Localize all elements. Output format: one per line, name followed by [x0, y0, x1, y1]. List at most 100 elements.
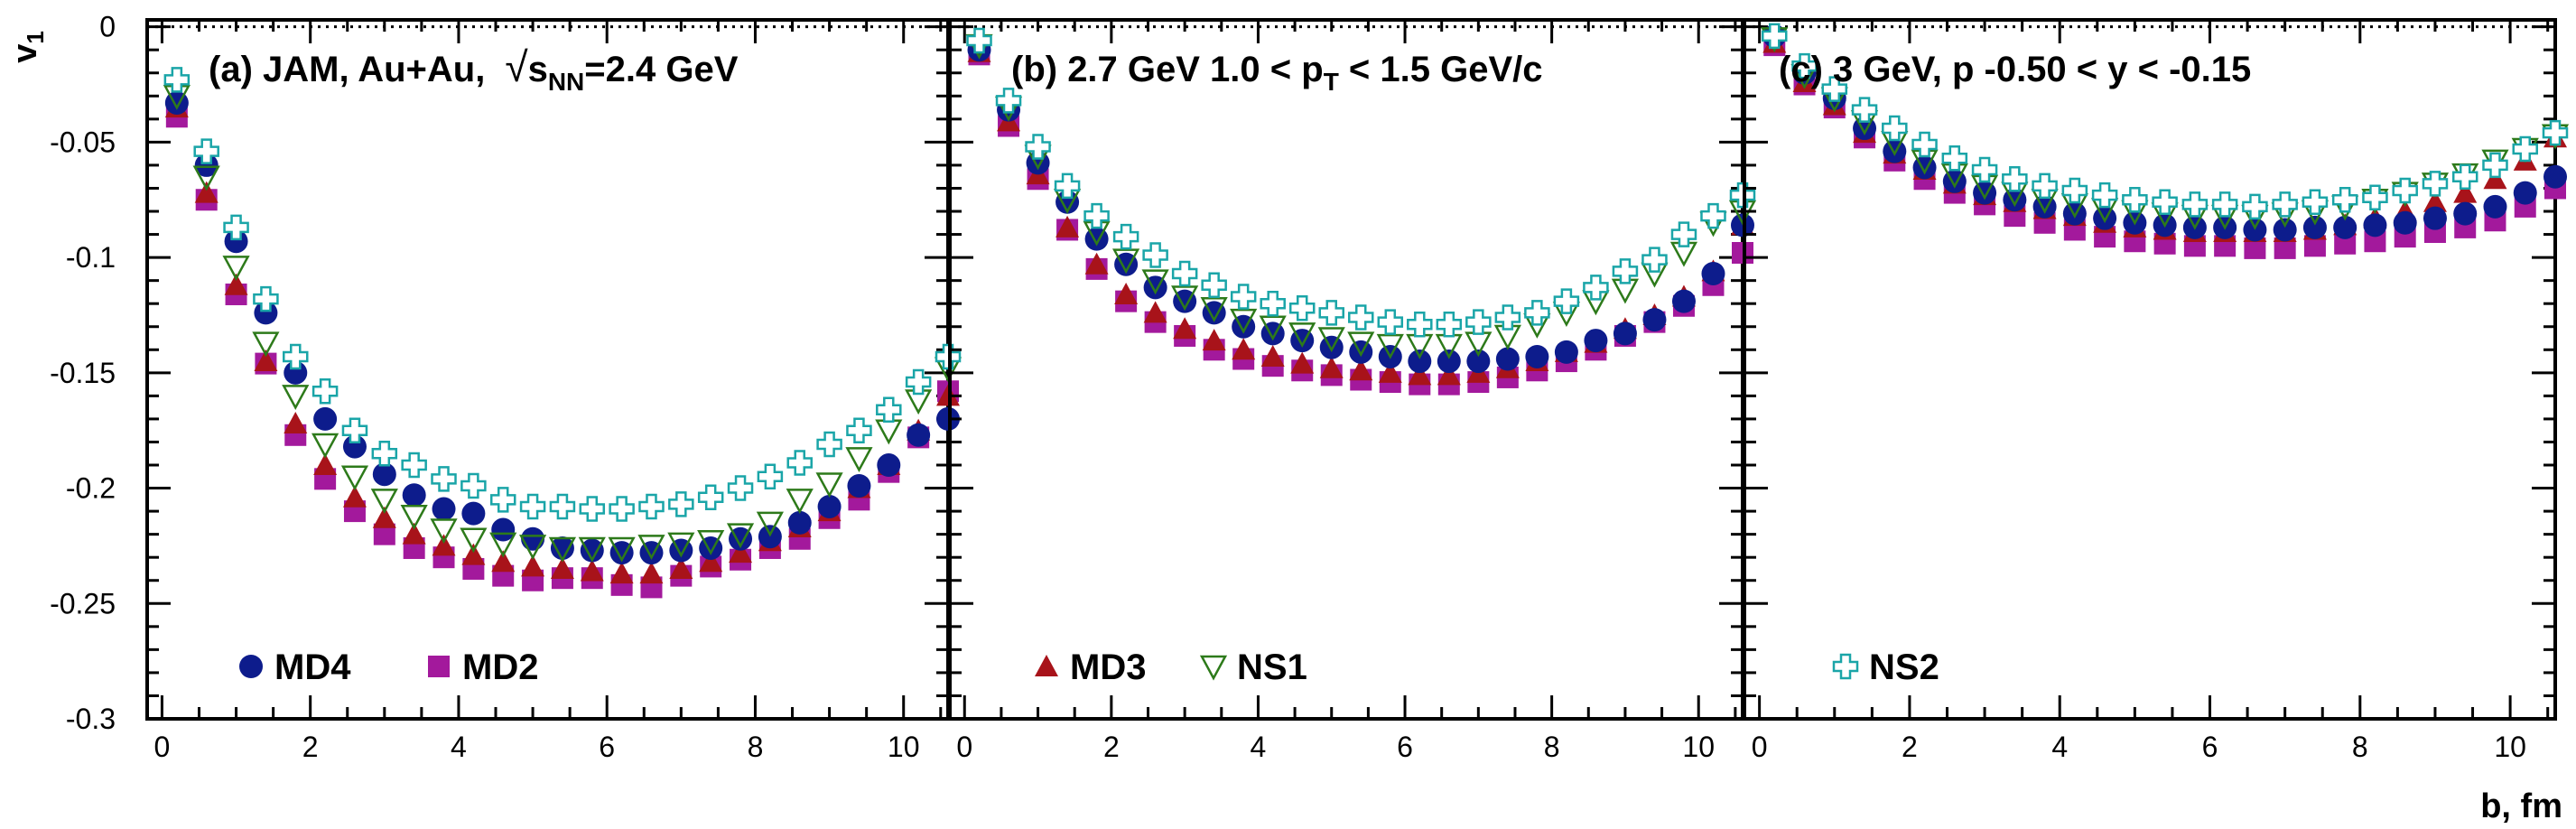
data-point-ns1 — [815, 472, 843, 498]
data-point-md4 — [2453, 201, 2478, 226]
data-point-ns1 — [786, 489, 814, 514]
series-ns2 — [1762, 23, 2569, 220]
data-point-md4 — [847, 474, 871, 498]
data-point-ns2 — [371, 440, 398, 467]
panel-title: (b) 2.7 GeV 1.0 < pT < 1.5 GeV/c — [1011, 50, 1543, 96]
data-point-md3 — [580, 559, 604, 582]
x-tick-label: 8 — [1544, 731, 1560, 763]
legend-label-md2: MD2 — [462, 647, 538, 687]
data-point-md3 — [1260, 344, 1285, 367]
data-point-ns2 — [846, 417, 872, 443]
y-tick-label: -0.1 — [66, 241, 116, 274]
data-point-ns2 — [2272, 191, 2298, 218]
data-point-ns2 — [163, 67, 191, 93]
data-point-ns2 — [1377, 309, 1404, 335]
data-point-md3 — [1290, 351, 1315, 374]
data-point-ns2 — [727, 475, 754, 501]
data-point-ns1 — [667, 532, 695, 558]
data-point-ns1 — [400, 504, 428, 530]
data-point-ns1 — [1141, 269, 1169, 295]
x-tick-label: 8 — [748, 731, 764, 763]
data-point-md4 — [2483, 194, 2507, 219]
data-point-md4 — [313, 406, 338, 431]
x-axis-title: b, fm — [2480, 787, 2562, 825]
panel-c: 0 2 4 6 8 10 (c) 3 GeV, p -0.50 < y < -0.15 NS2 — [1743, 18, 2570, 763]
data-point-ns2 — [609, 496, 635, 522]
data-point-ns2 — [2002, 166, 2028, 192]
data-point-ns2 — [401, 452, 427, 479]
data-point-ns2 — [519, 493, 546, 520]
data-point-ns2 — [1762, 23, 1788, 50]
data-point-md3 — [1408, 363, 1432, 386]
data-point-md4 — [2093, 206, 2117, 230]
data-point-ns2 — [1941, 145, 1968, 172]
data-point-ns1 — [1317, 327, 1345, 353]
data-point-md4 — [1554, 340, 1578, 364]
x-tick-label: 10 — [2494, 731, 2526, 763]
legend: NS2 — [1832, 647, 1939, 687]
data-point-md3 — [194, 181, 219, 203]
data-point-ns2 — [431, 466, 457, 492]
data-point-ns2 — [2512, 135, 2538, 163]
x-tick-label: 10 — [1682, 731, 1715, 763]
data-point-md3 — [491, 550, 516, 573]
data-point-md4 — [2333, 215, 2357, 239]
data-point-ns2 — [2091, 182, 2118, 209]
data-point-md4 — [2423, 206, 2447, 230]
data-point-md4 — [1613, 321, 1637, 346]
data-point-ns2 — [549, 493, 576, 520]
data-point-md3 — [313, 453, 338, 476]
legend-marker-md3 — [1035, 655, 1058, 676]
data-point-md3 — [402, 522, 426, 545]
data-point-md3 — [461, 543, 486, 565]
data-point-md3 — [1143, 301, 1167, 323]
data-point-ns2 — [1553, 288, 1580, 314]
data-point-md4 — [521, 526, 545, 551]
data-point-ns2 — [1641, 247, 1668, 273]
data-point-md3 — [521, 554, 545, 577]
data-point-ns2 — [253, 285, 279, 312]
legend-item-ns2: NS2 — [1832, 647, 1939, 687]
data-point-md4 — [580, 538, 604, 563]
x-tick-label: 4 — [1251, 731, 1267, 763]
data-point-ns2 — [283, 343, 309, 370]
data-point-ns2 — [1025, 134, 1051, 160]
data-point-ns1 — [1200, 297, 1228, 322]
data-point-ns2 — [905, 368, 932, 396]
data-point-ns2 — [2302, 189, 2329, 216]
data-point-ns2 — [876, 396, 902, 423]
y-tick-label: 0 — [99, 11, 116, 43]
data-point-ns2 — [341, 417, 368, 443]
data-point-ns1 — [697, 530, 725, 555]
data-point-ns1 — [1259, 315, 1287, 341]
data-point-md4 — [1437, 349, 1461, 374]
data-point-ns1 — [608, 536, 636, 563]
data-point-md3 — [224, 273, 248, 295]
data-point-md4 — [2273, 218, 2297, 242]
legend-marker-ns2 — [1832, 653, 1859, 680]
legend-item-ns1: NS1 — [1199, 647, 1307, 687]
series-ns2 — [163, 67, 962, 522]
data-point-ns1 — [282, 385, 310, 411]
data-point-md4 — [194, 153, 219, 177]
data-point-ns2 — [1436, 311, 1463, 338]
data-point-md3 — [1202, 329, 1226, 351]
data-point-md4 — [284, 360, 308, 385]
data-point-ns2 — [1201, 272, 1227, 299]
data-point-md3 — [639, 562, 664, 584]
data-point-ns2 — [1171, 260, 1198, 287]
data-point-md4 — [2302, 215, 2327, 239]
x-tick-label: 0 — [956, 731, 972, 763]
data-point-ns1 — [578, 536, 606, 563]
data-point-md3 — [2483, 167, 2507, 190]
data-point-ns2 — [1911, 131, 1938, 158]
data-point-ns2 — [1700, 202, 1726, 229]
data-point-ns1 — [1230, 308, 1258, 334]
data-point-md4 — [372, 462, 396, 487]
data-point-md4 — [2543, 164, 2567, 189]
data-point-md4 — [1319, 335, 1344, 359]
data-point-ns2 — [2152, 189, 2178, 216]
data-point-md4 — [1525, 344, 1549, 368]
data-point-ns2 — [2331, 186, 2358, 213]
